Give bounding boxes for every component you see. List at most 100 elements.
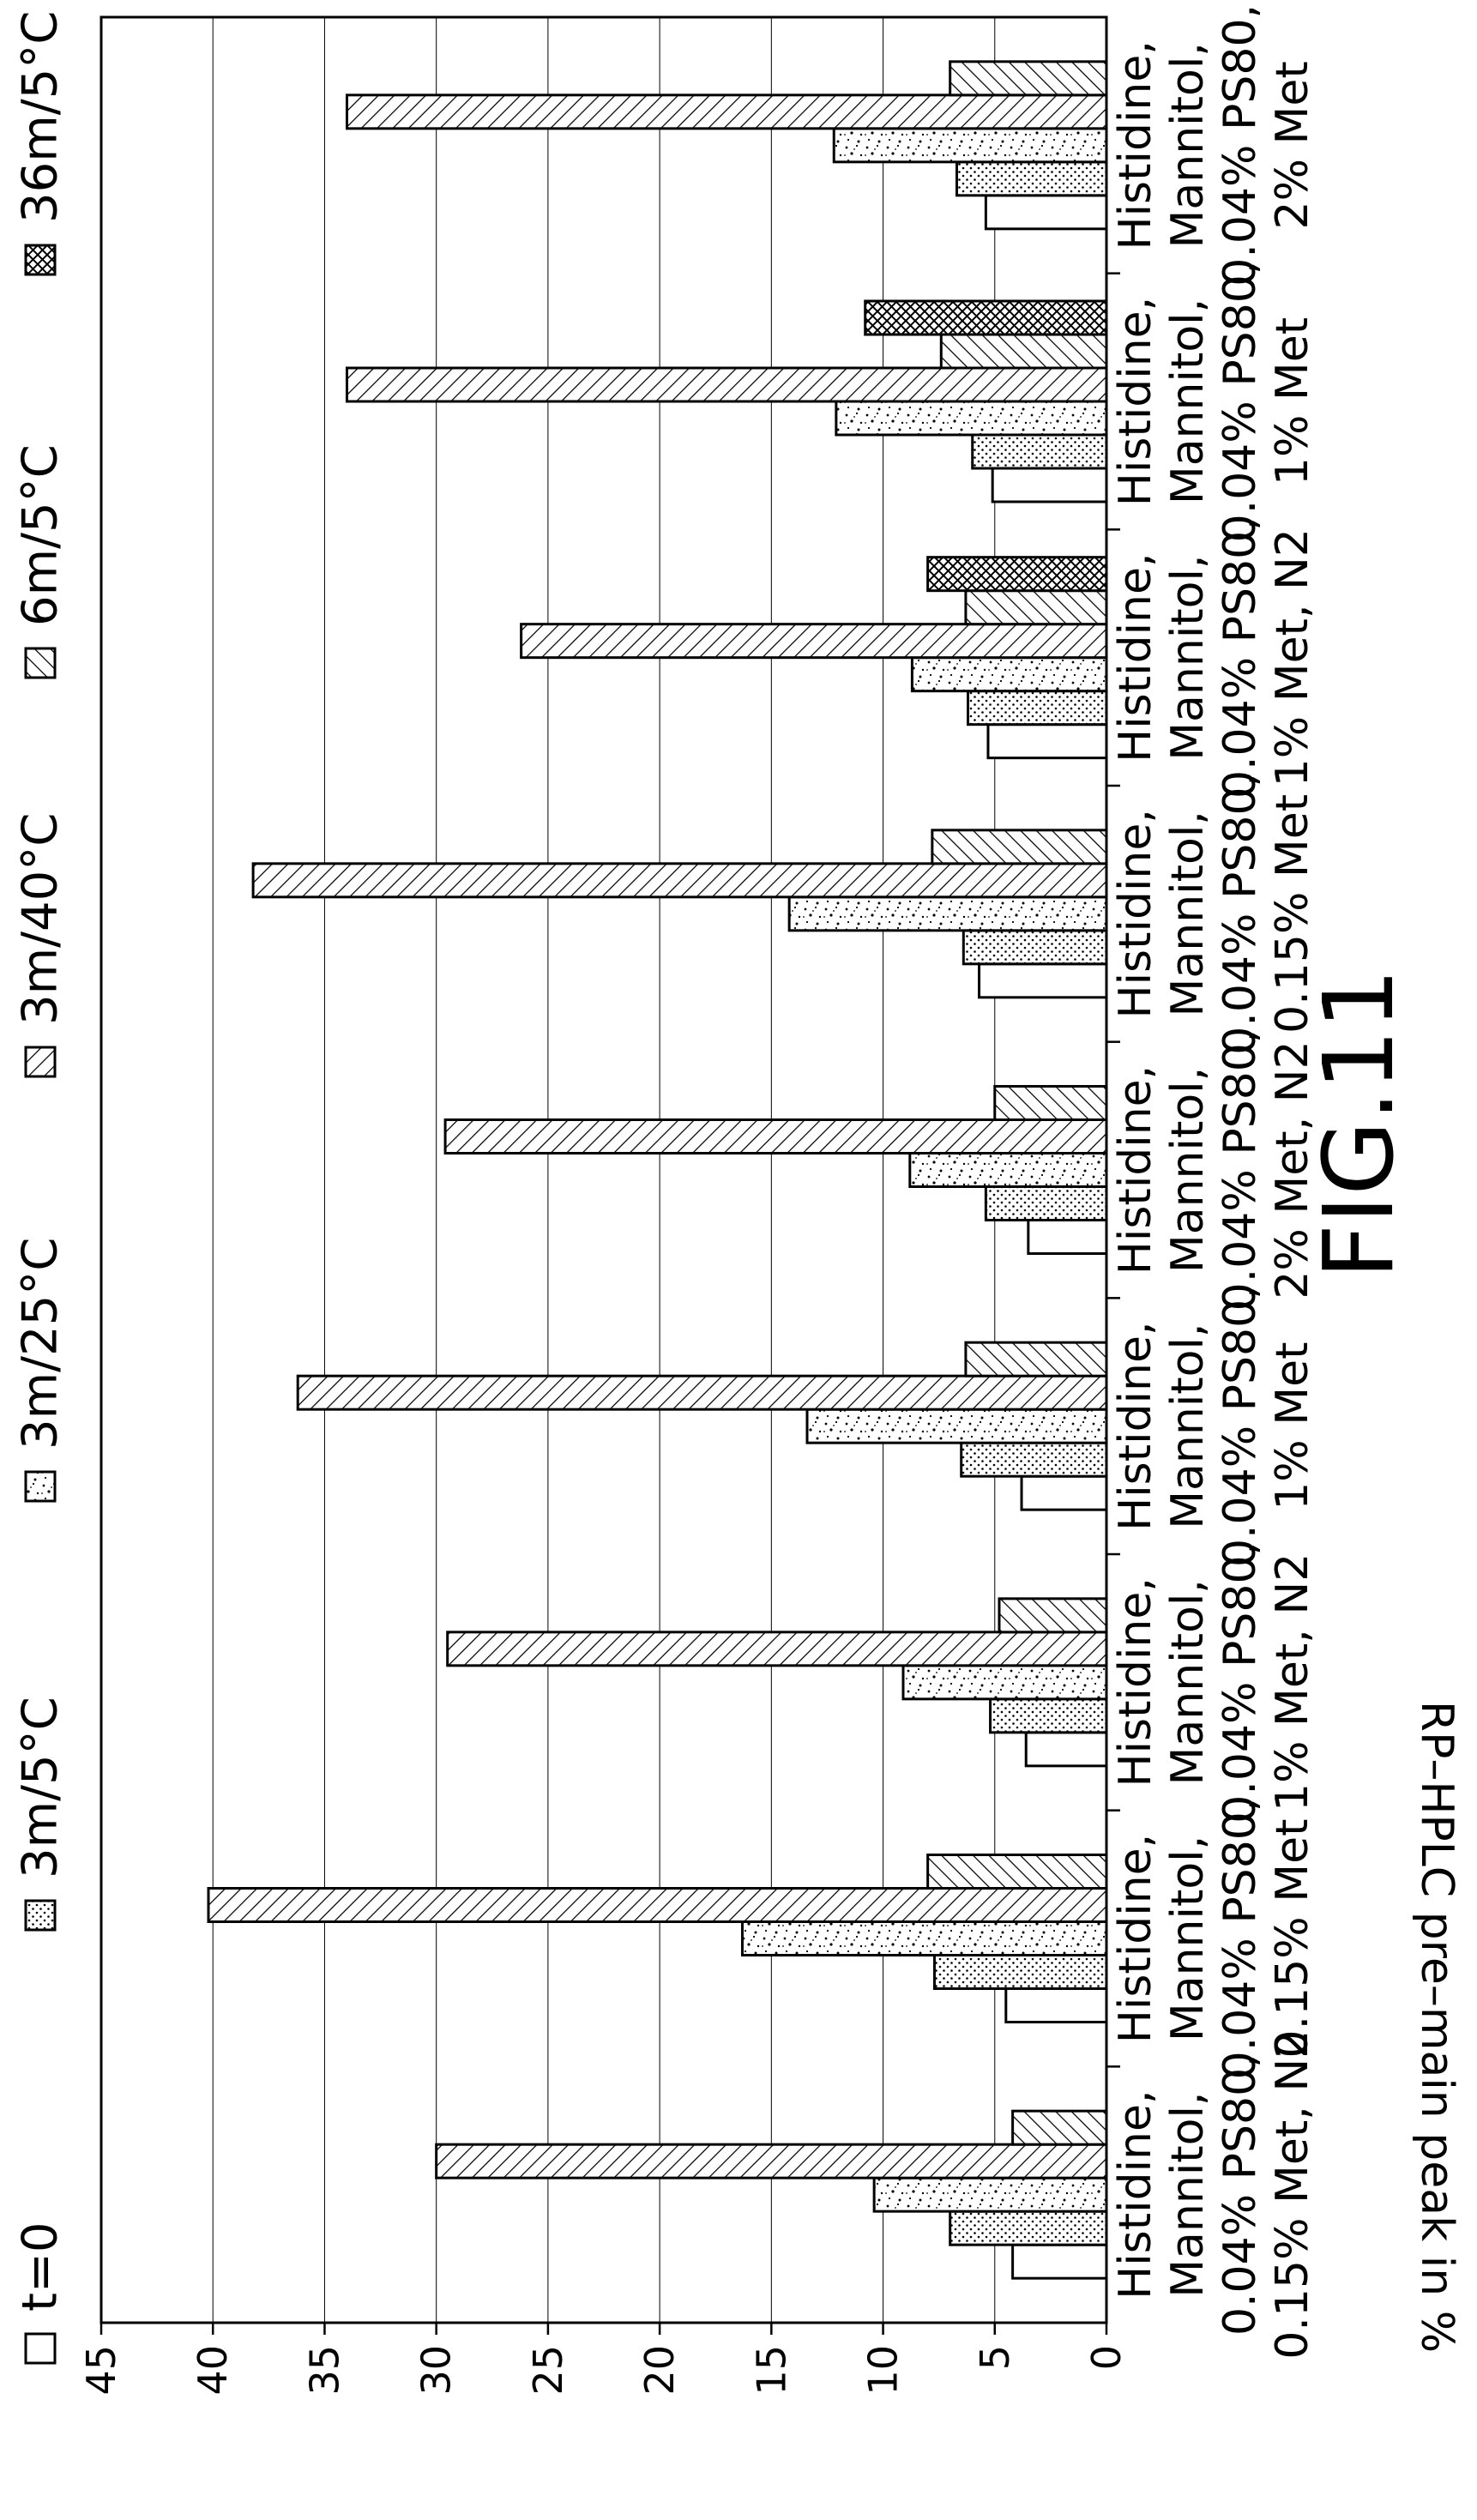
category-label-line: Mannitol, bbox=[1162, 1579, 1214, 1785]
category-label-line: 0.04% PS80, bbox=[1215, 261, 1266, 543]
plot-frame bbox=[99, 15, 1108, 2324]
category-label-line: Mannitol, bbox=[1162, 1836, 1214, 2041]
category-label-line: Histidine, bbox=[1110, 297, 1161, 506]
category-label: Histidine,Mannitol,0.04% PS80,1% Met bbox=[1110, 1285, 1318, 1567]
value-tick-label: 20 bbox=[636, 2345, 683, 2396]
category-label-line: 0.04% PS80, bbox=[1215, 1285, 1266, 1567]
bar bbox=[949, 2210, 1108, 2246]
category-label-line: 1% Met, N2 bbox=[1267, 1553, 1318, 1812]
figure-label: FIG.11 bbox=[1304, 968, 1415, 1279]
bar bbox=[989, 1697, 1108, 1734]
value-axis-title-group: RP–HPLC pre–main peak in % bbox=[1411, 1701, 1462, 2353]
category-label-line: 0.04% PS80, bbox=[1215, 2053, 1266, 2336]
bar bbox=[964, 1341, 1108, 1378]
legend-swatch bbox=[24, 1899, 57, 1932]
legend-label: 36m/5°C bbox=[13, 11, 69, 223]
category-label: Histidine,Mannitol,0.04% PS80,1% Met, N2 bbox=[1110, 1541, 1318, 1824]
bar bbox=[971, 433, 1108, 470]
category-label-line: 1% Met bbox=[1267, 1342, 1318, 1510]
bar bbox=[446, 1631, 1108, 1667]
bar bbox=[984, 194, 1108, 231]
bar bbox=[926, 1854, 1108, 1890]
category-label-line: 0.04% PS80, bbox=[1215, 516, 1266, 799]
legend-swatch bbox=[24, 1470, 57, 1503]
value-axis-title: RP–HPLC pre–main peak in % bbox=[1411, 1701, 1462, 2353]
value-tick-label: 35 bbox=[301, 2345, 347, 2396]
bar bbox=[956, 160, 1108, 197]
legend: t=0 3m/5°C 3m/25°C 3m/40°C 6m/5°C 36m/5°C bbox=[13, 11, 69, 2365]
bar bbox=[251, 862, 1108, 899]
bar bbox=[949, 60, 1108, 97]
legend-label: 3m/40°C bbox=[13, 813, 69, 1025]
legend-label: 6m/5°C bbox=[13, 444, 69, 626]
bar bbox=[787, 895, 1108, 932]
bar bbox=[962, 929, 1108, 966]
category-label-line: Mannitol, bbox=[1162, 42, 1214, 248]
category-label-line: 0.04% PS80, bbox=[1215, 4, 1266, 286]
bar bbox=[901, 1664, 1108, 1701]
legend-label: 3m/25°C bbox=[13, 1238, 69, 1450]
category-label: Histidine,Mannitol,0.04% PS80,0.15% Met,… bbox=[1110, 2030, 1318, 2360]
category-label: Histidine,Mannitol,0.04% PS80,0.15% Met bbox=[1110, 1798, 1318, 2080]
bar bbox=[926, 556, 1108, 593]
bar bbox=[296, 1374, 1108, 1411]
category-label: Histidine,Mannitol,0.04% PS80,2% Met, N2 bbox=[1110, 1029, 1318, 1311]
category-label-line: Histidine, bbox=[1110, 1577, 1161, 1787]
category-label-line: Histidine, bbox=[1110, 40, 1161, 250]
value-tick-label: 25 bbox=[525, 2345, 571, 2396]
legend-label: t=0 bbox=[13, 2222, 69, 2312]
bar bbox=[805, 1408, 1108, 1444]
value-tick-label: 0 bbox=[1083, 2345, 1130, 2370]
category-label-line: Histidine, bbox=[1110, 2089, 1161, 2299]
legend-swatch bbox=[24, 2332, 57, 2365]
bar bbox=[1011, 2109, 1108, 2146]
value-tick-label: 5 bbox=[972, 2345, 1018, 2370]
category-label-line: 0.04% PS80, bbox=[1215, 773, 1266, 1055]
bar bbox=[1011, 2243, 1108, 2280]
category-label-line: Mannitol, bbox=[1162, 1323, 1214, 1529]
bar bbox=[443, 1118, 1108, 1154]
bar bbox=[986, 723, 1108, 760]
category-label: Histidine,Mannitol,0.04% PS80,1% Met bbox=[1110, 261, 1318, 543]
bar bbox=[978, 962, 1108, 999]
category-label-line: Mannitol, bbox=[1162, 2092, 1214, 2298]
legend-swatch bbox=[24, 1046, 57, 1078]
category-label-line: 2% Met, N2 bbox=[1267, 1040, 1318, 1299]
bar bbox=[435, 2143, 1108, 2179]
category-label: Histidine,Mannitol,0.04% PS80,1% Met, N2 bbox=[1110, 516, 1318, 799]
category-label-line: 2% Met bbox=[1267, 61, 1318, 229]
bar bbox=[991, 467, 1108, 503]
category-label-line: Mannitol, bbox=[1162, 555, 1214, 761]
category-label-line: 0.04% PS80, bbox=[1215, 1029, 1266, 1311]
category-label-line: 0.15% Met, N2 bbox=[1267, 2030, 1318, 2360]
bars bbox=[207, 60, 1108, 2280]
legend-swatch bbox=[24, 647, 57, 679]
bar bbox=[207, 1887, 1108, 1923]
bar bbox=[345, 366, 1108, 403]
value-tick-label: 10 bbox=[860, 2345, 907, 2396]
category-label-line: 1% Met bbox=[1267, 317, 1318, 485]
bar bbox=[1004, 1987, 1108, 2023]
value-tick-label: 15 bbox=[748, 2345, 794, 2396]
category-label-line: Mannitol, bbox=[1162, 298, 1214, 504]
category-label-line: Mannitol, bbox=[1162, 811, 1214, 1016]
value-tick-label: 45 bbox=[78, 2345, 124, 2396]
bar bbox=[964, 589, 1108, 626]
bar bbox=[998, 1597, 1108, 1634]
bar bbox=[872, 2176, 1108, 2213]
bar bbox=[520, 623, 1108, 660]
category-label-line: Histidine, bbox=[1110, 1834, 1161, 2043]
bar bbox=[1027, 1219, 1108, 1255]
bar bbox=[931, 829, 1108, 865]
category-label-line: Histidine, bbox=[1110, 1065, 1161, 1275]
grid bbox=[212, 17, 996, 2323]
bar bbox=[864, 299, 1108, 336]
category-label-line: 0.15% Met bbox=[1267, 1819, 1318, 2059]
category-label-line: Histidine, bbox=[1110, 552, 1161, 762]
category-label: Histidine,Mannitol,0.04% PS80,2% Met bbox=[1110, 4, 1318, 286]
value-tick-label: 40 bbox=[190, 2345, 236, 2396]
legend-swatch bbox=[24, 244, 57, 276]
bar bbox=[993, 1085, 1108, 1121]
bar bbox=[740, 1920, 1108, 1956]
legend-label: 3m/5°C bbox=[13, 1697, 69, 1878]
